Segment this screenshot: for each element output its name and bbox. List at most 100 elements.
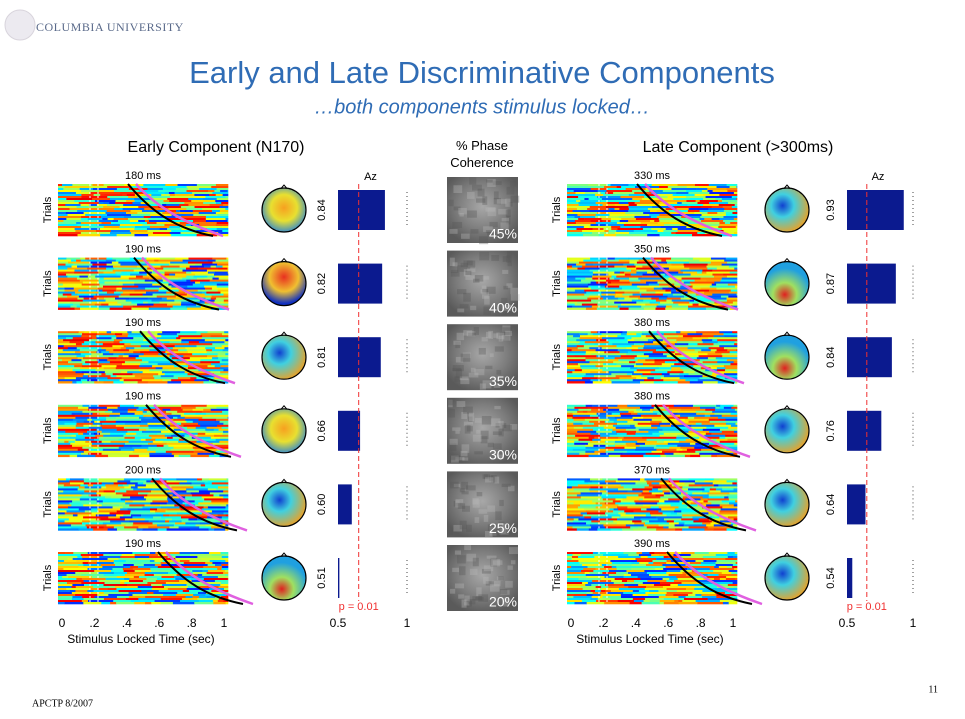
erp-pixel bbox=[724, 210, 736, 212]
erp-pixel bbox=[591, 584, 605, 586]
erp-pixel bbox=[98, 447, 119, 449]
erp-pixel bbox=[586, 373, 612, 375]
erp-pixel bbox=[690, 282, 715, 284]
erp-pixel bbox=[58, 381, 73, 383]
erp-pixel bbox=[58, 373, 84, 375]
erp-pixel bbox=[634, 230, 658, 232]
erp-pixel bbox=[58, 516, 83, 518]
erp-pixel bbox=[609, 230, 617, 232]
erp-pixel bbox=[72, 381, 76, 383]
erp-pixel bbox=[82, 447, 93, 449]
erp-pixel bbox=[195, 274, 214, 276]
erp-pixel bbox=[222, 333, 228, 335]
erp-pixel bbox=[734, 343, 737, 345]
erp-pixel bbox=[702, 270, 712, 272]
erp-pixel bbox=[711, 262, 728, 264]
erp-pixel bbox=[567, 371, 573, 373]
erp-pixel bbox=[590, 371, 609, 373]
erp-pixel bbox=[736, 198, 737, 200]
erp-pixel bbox=[689, 302, 699, 304]
erp-pixel bbox=[652, 560, 666, 562]
erp-pixel bbox=[701, 335, 714, 337]
erp-pixel bbox=[579, 333, 588, 335]
az-tick-label: 1 bbox=[404, 616, 411, 630]
erp-pixel bbox=[613, 510, 624, 512]
erp-pixel bbox=[702, 486, 713, 488]
erp-pixel bbox=[58, 445, 72, 447]
az-bar bbox=[847, 411, 881, 451]
erp-pixel bbox=[157, 337, 177, 339]
erp-pixel bbox=[97, 333, 115, 335]
erp-pixel bbox=[73, 304, 80, 306]
face-noise bbox=[460, 304, 469, 308]
erp-pixel bbox=[208, 272, 215, 274]
erp-pixel bbox=[180, 558, 202, 560]
erp-pixel bbox=[655, 292, 671, 294]
erp-pixel bbox=[638, 480, 647, 482]
erp-pixel bbox=[170, 409, 183, 411]
erp-pixel bbox=[80, 280, 99, 282]
erp-pixel bbox=[580, 216, 595, 218]
erp-pixel bbox=[606, 451, 627, 453]
erp-pixel bbox=[174, 524, 196, 526]
erp-pixel bbox=[134, 347, 156, 349]
erp-image bbox=[567, 478, 756, 530]
erp-pixel bbox=[192, 482, 205, 484]
erp-pixel bbox=[692, 407, 700, 409]
erp-pixel bbox=[709, 496, 725, 498]
erp-pixel bbox=[106, 578, 125, 580]
erp-pixel bbox=[567, 381, 585, 383]
erp-pixel bbox=[617, 335, 641, 337]
erp-pixel bbox=[567, 379, 591, 381]
erp-pixel bbox=[637, 367, 659, 369]
erp-pixel bbox=[709, 192, 734, 194]
erp-pixel bbox=[58, 514, 73, 516]
az-title: Az bbox=[364, 171, 377, 183]
erp-pixel bbox=[114, 482, 127, 484]
erp-pixel bbox=[627, 580, 634, 582]
erp-pixel bbox=[154, 560, 162, 562]
erp-pixel bbox=[687, 333, 702, 335]
erp-pixel bbox=[58, 411, 83, 413]
erp-pixel bbox=[174, 278, 179, 280]
scalp-map bbox=[262, 409, 306, 453]
erp-pixel bbox=[138, 598, 161, 600]
erp-pixel bbox=[721, 296, 729, 298]
erp-pixel bbox=[706, 266, 729, 268]
erp-pixel bbox=[98, 270, 113, 272]
erp-pixel bbox=[634, 411, 653, 413]
erp-pixel bbox=[153, 375, 161, 377]
erp-pixel bbox=[626, 582, 644, 584]
erp-pixel bbox=[642, 409, 650, 411]
erp-pixel bbox=[102, 218, 108, 220]
erp-pixel bbox=[92, 443, 104, 445]
erp-pixel bbox=[690, 562, 701, 564]
erp-pixel bbox=[629, 194, 648, 196]
erp-pixel bbox=[567, 562, 580, 564]
erp-pixel bbox=[137, 528, 143, 530]
erp-pixel bbox=[173, 447, 193, 449]
erp-pixel bbox=[102, 431, 128, 433]
erp-pixel bbox=[581, 212, 598, 214]
erp-pixel bbox=[75, 351, 97, 353]
erp-pixel bbox=[709, 552, 728, 554]
face-noise bbox=[467, 210, 477, 217]
erp-pixel bbox=[582, 582, 588, 584]
erp-pixel bbox=[722, 415, 738, 417]
erp-pixel bbox=[58, 558, 68, 560]
erp-pixel bbox=[218, 514, 226, 516]
erp-pixel bbox=[140, 425, 149, 427]
erp-pixel bbox=[678, 272, 683, 274]
erp-pixel bbox=[623, 552, 636, 554]
erp-pixel bbox=[167, 353, 192, 355]
erp-pixel bbox=[574, 502, 596, 504]
erp-pixel bbox=[119, 296, 140, 298]
erp-pixel bbox=[590, 441, 605, 443]
erp-pixel bbox=[120, 359, 142, 361]
erp-pixel bbox=[614, 449, 635, 451]
y-axis-label: Trials bbox=[551, 343, 563, 370]
erp-pixel bbox=[712, 218, 720, 220]
erp-pixel bbox=[587, 594, 593, 596]
erp-pixel bbox=[567, 580, 592, 582]
erp-pixel bbox=[145, 288, 159, 290]
